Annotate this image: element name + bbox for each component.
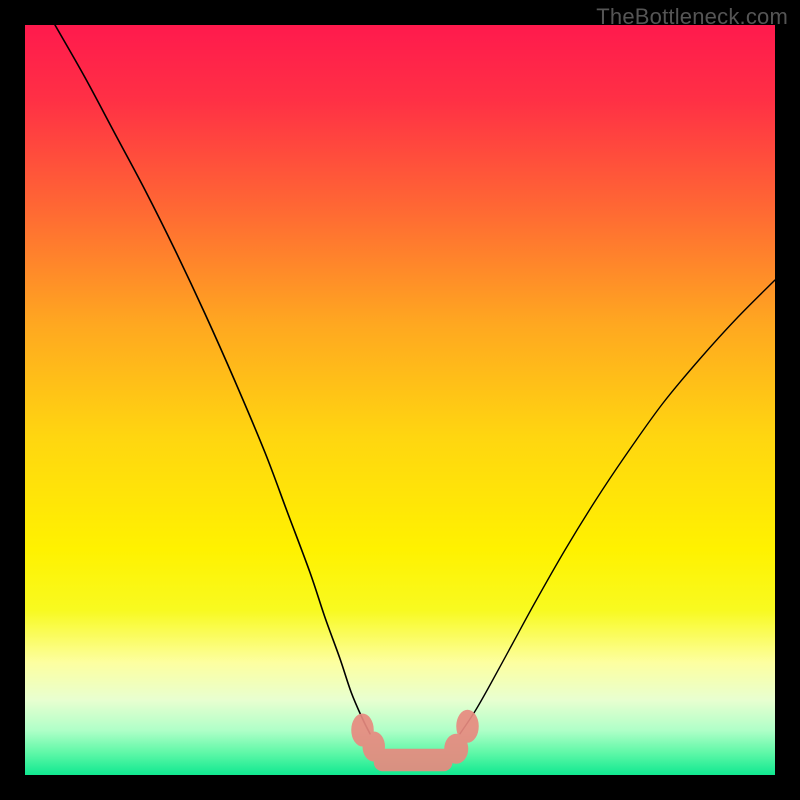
chart-background	[25, 25, 775, 775]
floor-mark	[374, 749, 453, 772]
watermark-text: TheBottleneck.com	[596, 4, 788, 30]
bottleneck-chart	[25, 25, 775, 775]
floor-mark	[456, 710, 479, 743]
chart-frame: TheBottleneck.com	[0, 0, 800, 800]
